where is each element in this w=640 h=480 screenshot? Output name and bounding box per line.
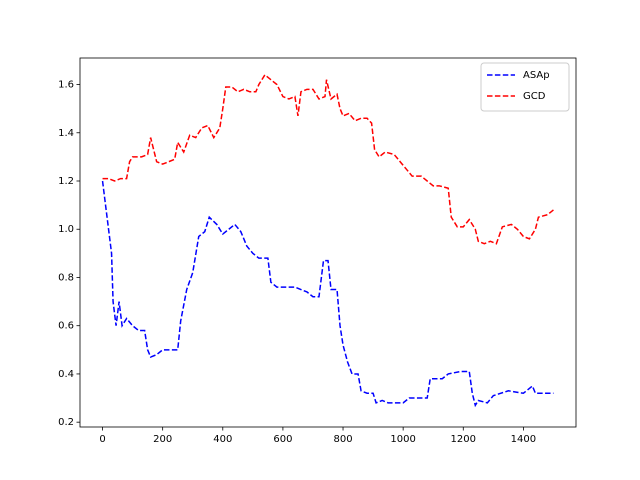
y-tick-label: 1.0	[58, 224, 74, 235]
x-tick-label: 1400	[511, 434, 536, 445]
series-line	[101, 180, 554, 408]
plot-frame	[79, 57, 577, 428]
x-tick-label: 0	[99, 434, 105, 445]
x-tick-label: 1200	[451, 434, 476, 445]
y-tick-label: 1.4	[58, 128, 74, 139]
y-tick-label: 1.2	[58, 176, 74, 187]
x-tick-label: 400	[213, 434, 232, 445]
legend-label: GCD	[523, 91, 546, 102]
legend-label: ASAp	[523, 70, 550, 81]
x-tick-label: 200	[153, 434, 172, 445]
y-tick-label: 0.2	[58, 417, 74, 428]
x-tick-label: 800	[333, 434, 352, 445]
y-tick-label: 0.8	[58, 272, 74, 283]
x-tick-label: 1000	[390, 434, 415, 445]
y-tick-label: 1.6	[58, 80, 74, 91]
x-tick-label: 600	[273, 434, 292, 445]
y-tick-label: 0.4	[58, 369, 74, 380]
series-line	[102, 73, 554, 245]
y-tick-label: 0.6	[58, 321, 74, 332]
